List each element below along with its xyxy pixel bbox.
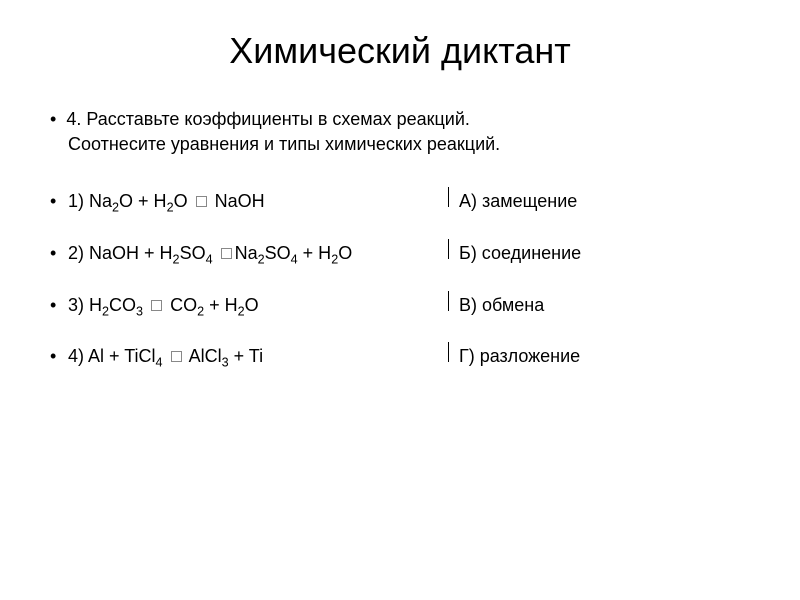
eq-part: O bbox=[174, 191, 193, 211]
eq-part: O + H bbox=[119, 191, 167, 211]
eq-part: Al + TiCl bbox=[88, 346, 156, 366]
equation-row: • 4) Al + TiCl4 AlCl3 + Ti Г) разложение bbox=[50, 342, 750, 370]
equation-3: 3) H2CO3 CO2 + H2O bbox=[68, 295, 448, 319]
eq-num: 4) bbox=[68, 346, 88, 366]
bullet-icon: • bbox=[50, 243, 68, 264]
page-title: Химический диктант bbox=[50, 30, 750, 72]
eq-sub: 4 bbox=[156, 356, 163, 370]
instruction-text-1: 4. Расставьте коэффициенты в схемах реак… bbox=[66, 107, 470, 132]
eq-sub: 2 bbox=[258, 253, 265, 267]
bullet-icon: • bbox=[50, 107, 56, 132]
eq-part: SO bbox=[180, 243, 206, 263]
eq-part: O bbox=[338, 243, 352, 263]
eq-part: CO bbox=[165, 295, 197, 315]
eq-part: + H bbox=[298, 243, 332, 263]
eq-part: + H bbox=[204, 295, 238, 315]
eq-sub: 2 bbox=[238, 304, 245, 318]
instruction-text-2: Соотнесите уравнения и типы химических р… bbox=[68, 134, 500, 154]
bullet-icon: • bbox=[50, 191, 68, 212]
eq-sub: 2 bbox=[112, 201, 119, 215]
eq-part bbox=[143, 295, 148, 315]
equation-row: • 3) H2CO3 CO2 + H2O В) обмена bbox=[50, 291, 750, 319]
eq-part: + Ti bbox=[229, 346, 264, 366]
eq-part: Na bbox=[89, 191, 112, 211]
eq-part: Na bbox=[235, 243, 258, 263]
answer-4: Г) разложение bbox=[449, 346, 580, 367]
equation-2: 2) NaOH + H2SO4 Na2SO4 + H2O bbox=[68, 243, 448, 267]
eq-part: NaOH + H bbox=[89, 243, 173, 263]
eq-part: NaOH bbox=[210, 191, 265, 211]
eq-sub: 2 bbox=[173, 253, 180, 267]
bullet-icon: • bbox=[50, 295, 68, 316]
eq-part: H bbox=[89, 295, 102, 315]
eq-num: 3) bbox=[68, 295, 89, 315]
arrow-placeholder-icon bbox=[221, 248, 232, 259]
eq-part: O bbox=[245, 295, 259, 315]
eq-num: 1) bbox=[68, 191, 89, 211]
eq-part: AlCl bbox=[185, 346, 222, 366]
answer-2: Б) соединение bbox=[449, 243, 581, 264]
arrow-placeholder-icon bbox=[171, 351, 182, 362]
equation-1: 1) Na2O + H2O NaOH bbox=[68, 191, 448, 215]
eq-sub: 4 bbox=[291, 253, 298, 267]
instruction-block: • 4. Расставьте коэффициенты в схемах ре… bbox=[50, 107, 750, 157]
eq-num: 2) bbox=[68, 243, 89, 263]
eq-part bbox=[163, 346, 168, 366]
equation-row: • 2) NaOH + H2SO4 Na2SO4 + H2O Б) соедин… bbox=[50, 239, 750, 267]
eq-sub: 3 bbox=[222, 356, 229, 370]
equation-row: • 1) Na2O + H2O NaOH А) замещение bbox=[50, 187, 750, 215]
instruction-line-2: Соотнесите уравнения и типы химических р… bbox=[50, 132, 750, 157]
bullet-icon: • bbox=[50, 346, 68, 367]
eq-sub: 2 bbox=[167, 201, 174, 215]
answer-1: А) замещение bbox=[449, 191, 577, 212]
eq-sub: 2 bbox=[102, 304, 109, 318]
equation-4: 4) Al + TiCl4 AlCl3 + Ti bbox=[68, 346, 448, 370]
instruction-line-1: • 4. Расставьте коэффициенты в схемах ре… bbox=[50, 107, 750, 132]
eq-part: CO bbox=[109, 295, 136, 315]
eq-part bbox=[213, 243, 218, 263]
eq-part: SO bbox=[265, 243, 291, 263]
arrow-placeholder-icon bbox=[151, 300, 162, 311]
eq-sub: 4 bbox=[206, 253, 213, 267]
eq-sub: 3 bbox=[136, 304, 143, 318]
arrow-placeholder-icon bbox=[196, 196, 207, 207]
answer-3: В) обмена bbox=[449, 295, 544, 316]
